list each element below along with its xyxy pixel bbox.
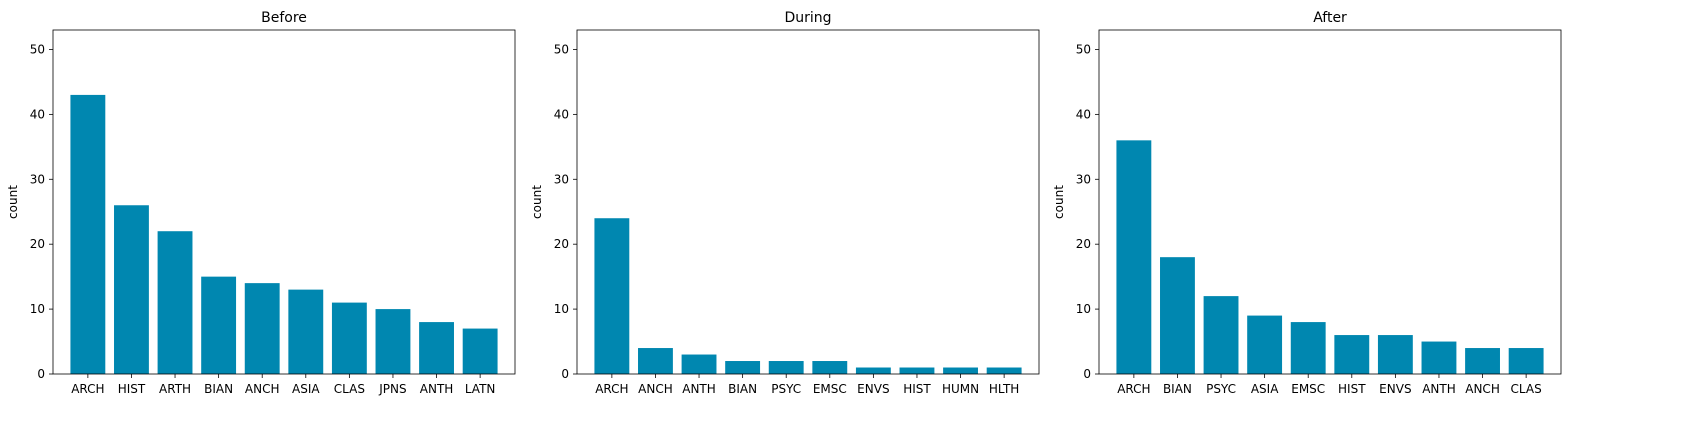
x-tick-label: PSYC xyxy=(1206,382,1236,396)
y-tick-label: 20 xyxy=(30,237,45,251)
y-tick-label: 40 xyxy=(554,107,569,121)
bar-asia xyxy=(288,289,324,374)
bar-emsc xyxy=(812,361,848,374)
y-tick-label: 10 xyxy=(30,302,45,316)
x-tick-label: ANTH xyxy=(682,382,716,396)
bar-psyc xyxy=(1203,296,1239,374)
bar-anth xyxy=(419,322,454,374)
y-tick-label: 30 xyxy=(554,172,569,186)
bar-clas xyxy=(331,302,367,374)
x-tick-label: EMSC xyxy=(813,382,847,396)
x-tick-label: ARCH xyxy=(71,382,104,396)
y-tick-label: 40 xyxy=(30,107,45,121)
x-tick-label: LATN xyxy=(465,382,496,396)
x-tick-label: PSYC xyxy=(771,382,801,396)
y-tick-label: 0 xyxy=(1083,367,1091,381)
x-tick-label: HIST xyxy=(903,382,931,396)
axes-frame xyxy=(1098,29,1562,375)
x-tick-label: HIST xyxy=(1338,382,1366,396)
bar-bian xyxy=(201,276,237,374)
y-axis-label: count xyxy=(530,185,544,219)
axes-frame xyxy=(576,29,1040,375)
x-tick-label: ANCH xyxy=(638,382,673,396)
bar-envs xyxy=(855,367,891,374)
x-tick-label: ARCH xyxy=(1117,382,1150,396)
axes-frame xyxy=(52,29,516,375)
bar-anch xyxy=(244,283,280,374)
y-tick-label: 0 xyxy=(37,367,45,381)
x-tick-label: BIAN xyxy=(728,382,757,396)
x-tick-label: BIAN xyxy=(1163,382,1192,396)
y-tick-label: 50 xyxy=(1076,42,1091,56)
y-tick-label: 40 xyxy=(1076,107,1091,121)
bar-envs xyxy=(1377,335,1413,374)
bar-emsc xyxy=(1290,322,1326,374)
y-tick-label: 0 xyxy=(561,367,569,381)
y-tick-label: 10 xyxy=(1076,302,1091,316)
bar-arch xyxy=(1116,140,1152,374)
chart-title: Before xyxy=(261,10,307,26)
bar-arch xyxy=(70,94,106,374)
y-tick-label: 20 xyxy=(1076,237,1091,251)
y-axis-label: count xyxy=(6,185,20,219)
x-tick-label: ANCH xyxy=(1465,382,1500,396)
bar-latn xyxy=(462,328,498,374)
y-tick-label: 30 xyxy=(30,172,45,186)
x-tick-label: HIST xyxy=(118,382,146,396)
chart-title: During xyxy=(784,10,831,26)
y-tick-label: 50 xyxy=(554,42,569,56)
bar-hist xyxy=(1334,335,1370,374)
bar-anth xyxy=(681,354,717,374)
y-axis-label: count xyxy=(1052,185,1066,219)
bar-asia xyxy=(1247,315,1283,374)
bar-hist xyxy=(114,205,149,374)
x-tick-label: CLAS xyxy=(1511,382,1542,396)
x-tick-label: ARTH xyxy=(159,382,191,396)
x-tick-label: ENVS xyxy=(857,382,889,396)
bar-bian xyxy=(725,361,761,374)
chart-panel-during: ARCH ANCH ANTH BIAN PSYC EMSC ENVS HIST HUMN HLTH… xyxy=(530,10,1040,396)
bar-jpns xyxy=(375,309,411,374)
bar-bian xyxy=(1160,257,1195,374)
x-tick-label: ANCH xyxy=(245,382,280,396)
chart-title: After xyxy=(1313,10,1347,26)
x-tick-label: ASIA xyxy=(292,382,320,396)
bar-anch xyxy=(1465,348,1500,374)
x-tick-label: ANTH xyxy=(1422,382,1456,396)
y-tick-label: 10 xyxy=(554,302,569,316)
x-tick-label: HUMN xyxy=(942,382,979,396)
x-tick-label: JPNS xyxy=(378,382,406,396)
x-tick-label: ARCH xyxy=(595,382,628,396)
bar-anth xyxy=(1421,341,1457,374)
y-tick-label: 30 xyxy=(1076,172,1091,186)
bar-arth xyxy=(157,231,193,374)
y-tick-label: 50 xyxy=(30,42,45,56)
bar-humn xyxy=(943,367,978,374)
bar-anch xyxy=(638,348,673,374)
x-tick-label: BIAN xyxy=(204,382,233,396)
chart-panel-after: ARCH BIAN PSYC ASIA EMSC HIST ENVS ANTH ANCH CLAS… xyxy=(1052,10,1562,396)
bar-clas xyxy=(1508,348,1544,374)
y-tick-label: 20 xyxy=(554,237,569,251)
x-tick-label: ASIA xyxy=(1251,382,1279,396)
x-tick-label: HLTH xyxy=(989,382,1019,396)
chart-panel-before: ARCH HIST ARTH BIAN ANCH ASIA CLAS JPNS ANTH LATN… xyxy=(6,10,516,396)
x-tick-label: CLAS xyxy=(334,382,365,396)
x-tick-label: ENVS xyxy=(1379,382,1411,396)
bar-hlth xyxy=(986,367,1022,374)
bar-hist xyxy=(899,367,935,374)
x-tick-label: ANTH xyxy=(420,382,454,396)
bar-psyc xyxy=(768,361,804,374)
x-tick-label: EMSC xyxy=(1291,382,1325,396)
bar-arch xyxy=(594,218,630,374)
